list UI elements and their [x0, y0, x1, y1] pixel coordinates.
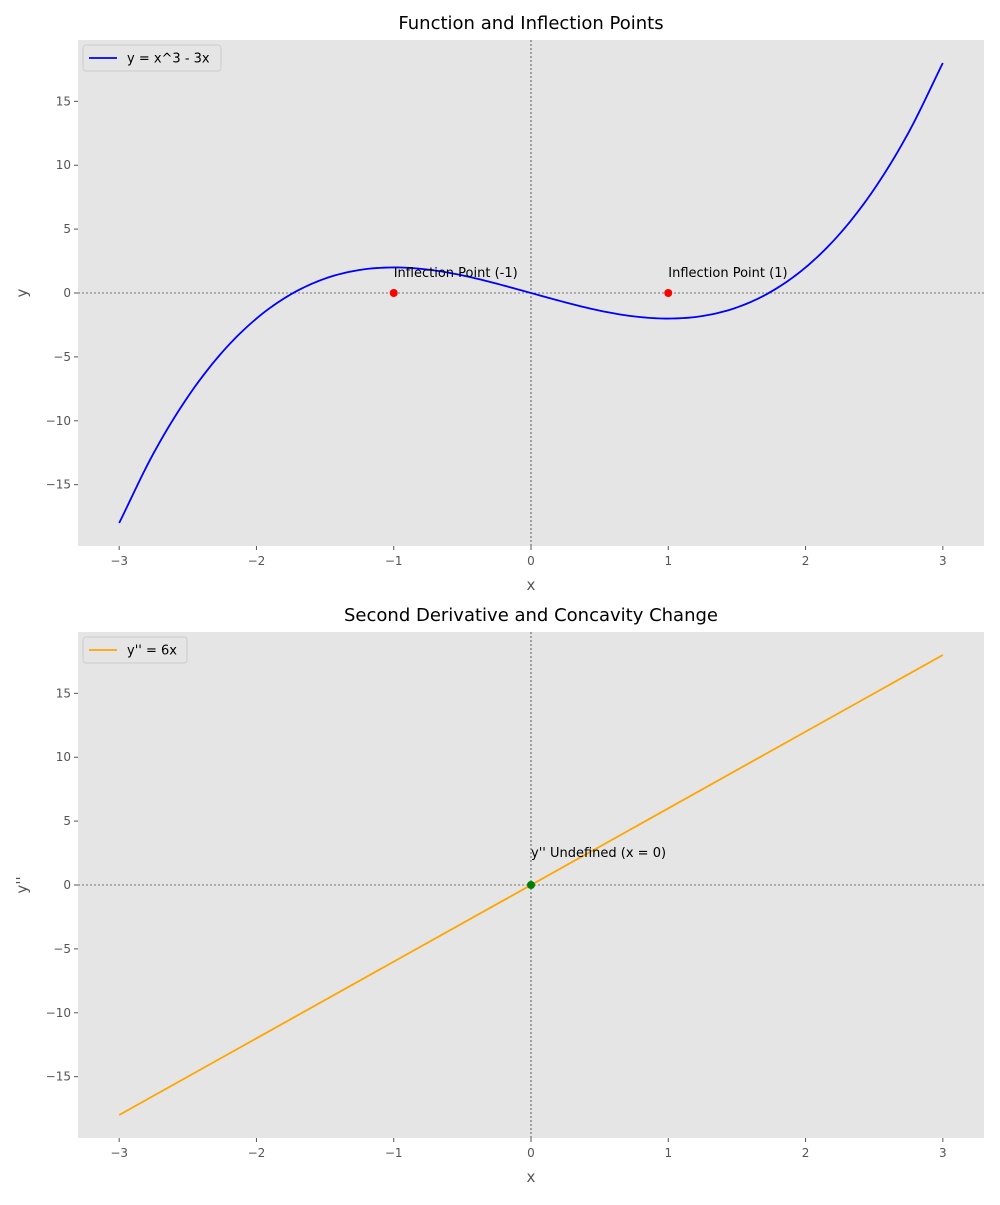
y-tick-label: 10: [56, 158, 71, 172]
y-tick-label: −10: [46, 1006, 71, 1020]
y-tick-label: −15: [46, 478, 71, 492]
x-tick-label: 3: [939, 554, 947, 568]
x-axis-label: x: [527, 576, 536, 594]
y-tick-label: −5: [53, 350, 71, 364]
y-tick-label: 0: [63, 878, 71, 892]
x-tick-label: −2: [248, 1146, 266, 1160]
legend: y = x^3 - 3x: [82, 44, 222, 72]
x-tick-label: −1: [385, 1146, 403, 1160]
y-tick-label: −10: [46, 414, 71, 428]
highlight-point: [527, 881, 535, 889]
x-tick-label: −3: [110, 1146, 128, 1160]
highlight-point: [664, 289, 673, 297]
y-axis-label: y'': [13, 876, 31, 893]
x-tick-label: 3: [939, 1146, 947, 1160]
chart-title: Function and Inflection Points: [398, 13, 663, 34]
y-tick-label: 15: [56, 686, 71, 700]
x-tick-label: 0: [527, 1146, 535, 1160]
x-tick-label: 2: [802, 554, 810, 568]
series-line-1: [118, 62, 944, 524]
legend-box: [82, 44, 222, 72]
y-axis-label: y: [13, 288, 31, 297]
y-tick-label: 5: [63, 222, 71, 236]
legend-label: y = x^3 - 3x: [127, 52, 210, 67]
y-tick-label: 0: [63, 286, 71, 300]
point-annotation: Inflection Point (-1): [394, 266, 518, 281]
y-tick-label: 15: [56, 94, 71, 108]
legend-box: [82, 636, 188, 664]
x-tick-label: 2: [802, 1146, 810, 1160]
y-tick-label: −5: [53, 942, 71, 956]
x-axis-label: x: [527, 1168, 536, 1186]
highlight-point: [389, 289, 398, 297]
y-tick-label: −15: [46, 1070, 71, 1084]
x-tick-label: −2: [248, 554, 266, 568]
x-tick-label: 1: [664, 554, 672, 568]
y-tick-label: 5: [63, 814, 71, 828]
x-tick-label: 1: [664, 1146, 672, 1160]
legend: y'' = 6x: [82, 636, 188, 664]
legend-label: y'' = 6x: [127, 644, 177, 659]
x-tick-label: 0: [527, 554, 535, 568]
chart-title: Second Derivative and Concavity Change: [344, 605, 718, 626]
point-annotation: Inflection Point (1): [668, 266, 787, 281]
x-tick-label: −3: [110, 554, 128, 568]
x-tick-label: −1: [385, 554, 403, 568]
point-annotation: y'' Undefined (x = 0): [531, 846, 666, 861]
y-tick-label: 10: [56, 750, 71, 764]
